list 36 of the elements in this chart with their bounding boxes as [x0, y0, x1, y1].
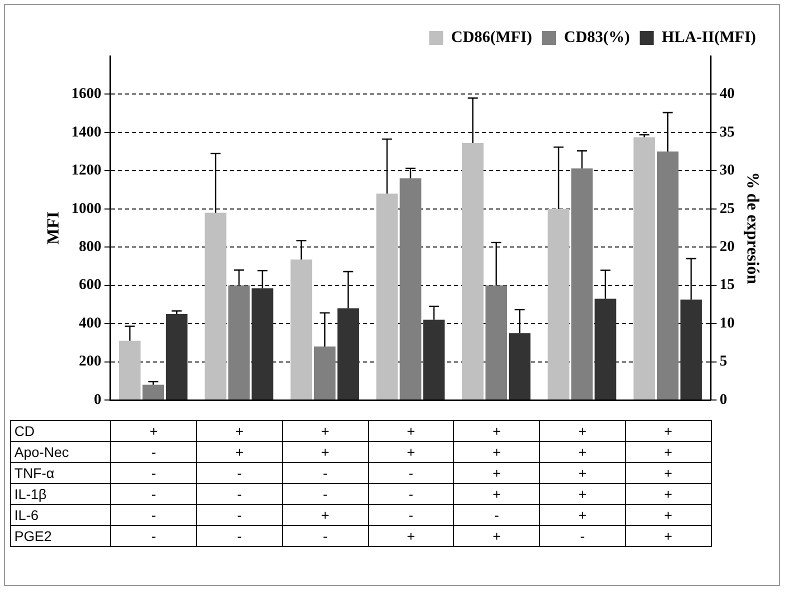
text: Apo-Nec	[10, 442, 111, 462]
y2-axis-title: % de expresión	[743, 172, 762, 285]
y-tick-label: 1000	[71, 200, 102, 217]
y-tick-label: 0	[94, 392, 102, 408]
y-tick-label: 1400	[71, 124, 102, 140]
legend-label: CD83(%)	[564, 29, 630, 46]
text: PGE2	[10, 526, 111, 546]
category-label: + + - - - -	[235, 423, 244, 544]
category-label: + - - - - -	[150, 423, 158, 544]
y-tick-label: 800	[78, 238, 102, 255]
category-label: + + - - - +	[406, 423, 416, 544]
y2-tick-label: 15	[720, 277, 735, 294]
category-label: + + + + - +	[492, 423, 501, 544]
y2-tick-label: 40	[720, 86, 735, 102]
text: IL-1β	[10, 484, 111, 504]
text: CD	[10, 420, 111, 442]
y2-tick-label: 0	[720, 392, 728, 408]
y-tick-label: 1600	[71, 86, 102, 102]
y-tick-label: 400	[78, 315, 102, 332]
legend-label: HLA-II(MFI)	[662, 29, 756, 46]
y-tick-label: 1200	[71, 162, 102, 179]
category-label: + + - - + -	[321, 423, 330, 544]
y2-tick-label: 20	[720, 238, 735, 255]
text: TNF-α	[10, 462, 111, 484]
y2-tick-label: 25	[720, 200, 735, 217]
y-tick-label: 200	[78, 354, 102, 370]
y-tick-label: 600	[78, 277, 102, 294]
category-label: + + + + + +	[664, 423, 672, 544]
y2-tick-label: 35	[720, 124, 735, 140]
text: IL-6	[10, 504, 111, 526]
category-label: + + + + + -	[578, 423, 587, 544]
legend-label: CD86(MFI)	[451, 29, 532, 46]
y2-tick-label: 30	[720, 162, 735, 179]
y2-tick-label: 10	[720, 315, 735, 332]
y-axis-title: MFI	[44, 211, 63, 245]
y2-tick-label: 5	[720, 354, 728, 370]
